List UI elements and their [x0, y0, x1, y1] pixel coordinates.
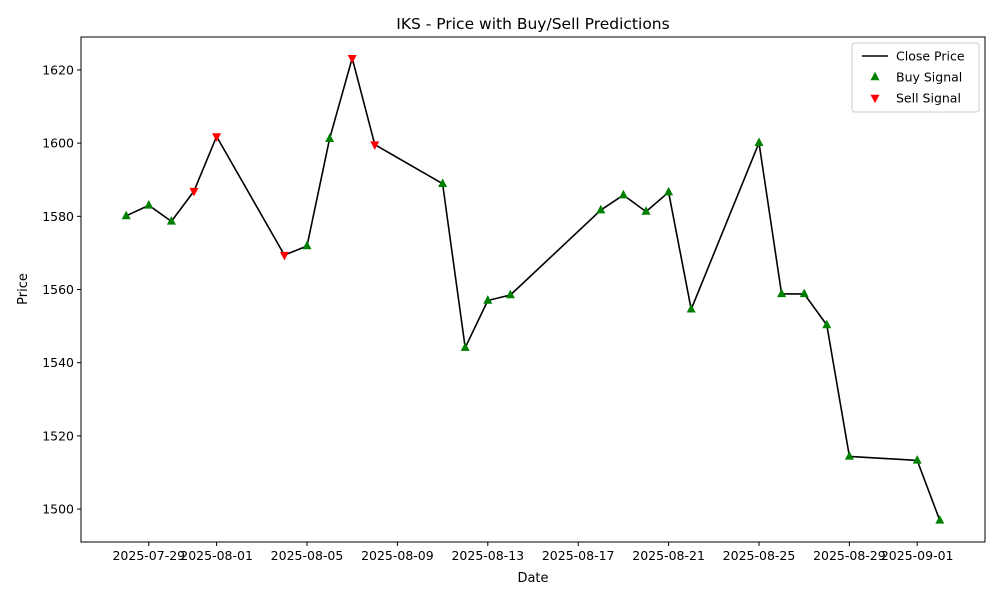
x-tick-label: 2025-08-01: [180, 548, 253, 563]
x-axis-label: Date: [517, 571, 548, 586]
buy-signal-marker: [686, 303, 696, 313]
sell-signal-marker: [189, 187, 199, 197]
y-tick-label: 1560: [42, 282, 74, 297]
legend-label: Close Price: [896, 49, 965, 64]
legend-label: Sell Signal: [896, 91, 961, 106]
buy-signal-marker: [483, 295, 493, 304]
buy-signal-marker: [302, 240, 312, 250]
buy-signal-marker: [505, 289, 515, 299]
buy-signal-marker: [121, 210, 131, 220]
plot-area: [81, 37, 985, 542]
buy-signal-marker: [935, 515, 945, 524]
buy-signal-marker: [438, 178, 448, 187]
x-tick-label: 2025-09-01: [881, 548, 954, 563]
legend-label: Buy Signal: [896, 70, 962, 85]
buy-signal-marker: [166, 216, 176, 225]
y-tick-label: 1600: [42, 136, 74, 151]
x-tick-label: 2025-08-25: [723, 548, 796, 563]
buy-signal-marker: [144, 200, 154, 209]
buy-signal-marker: [844, 451, 854, 460]
y-tick-label: 1620: [42, 62, 74, 77]
x-tick-label: 2025-08-17: [542, 548, 615, 563]
y-tick-label: 1520: [42, 428, 74, 443]
buy-signal-marker: [799, 288, 809, 298]
buy-signal-marker: [777, 288, 787, 298]
close-price-line: [125, 57, 941, 521]
buy-signal-marker: [664, 186, 674, 196]
x-tick-label: 2025-07-29: [112, 548, 185, 563]
chart-title: IKS - Price with Buy/Sell Predictions: [396, 15, 669, 33]
buy-signal-marker: [460, 342, 470, 351]
legend-sell-signal-swatch: [870, 94, 880, 104]
buy-signal-marker: [822, 319, 832, 329]
y-axis-label: Price: [16, 273, 31, 305]
x-tick-label: 2025-08-29: [813, 548, 886, 563]
x-tick-label: 2025-08-09: [361, 548, 434, 563]
sell-signal-marker: [347, 54, 357, 64]
x-tick-label: 2025-08-21: [632, 548, 705, 563]
sell-signal-marker: [370, 141, 380, 150]
y-axis-ticks: 1500 1520 1540 1560 1580 1600 1620: [42, 62, 81, 517]
x-tick-label: 2025-08-13: [451, 548, 524, 563]
buy-signal-marker: [618, 189, 628, 199]
legend-buy-signal-swatch: [870, 71, 880, 81]
buy-signal-marker: [641, 206, 651, 215]
y-tick-label: 1500: [42, 502, 74, 517]
buy-signal-marker: [325, 133, 335, 142]
x-tick-label: 2025-08-05: [271, 548, 344, 563]
buy-signal-marker: [596, 204, 606, 214]
legend-box: [851, 42, 980, 113]
buy-signal-marker: [754, 137, 764, 147]
buy-signal-marker: [912, 455, 922, 464]
sell-signal-marker: [212, 133, 222, 142]
y-tick-label: 1580: [42, 209, 74, 224]
sell-signal-marker: [279, 251, 289, 261]
y-tick-label: 1540: [42, 355, 74, 370]
legend: Close Price Buy Signal Sell Signal: [851, 42, 980, 113]
chart-marks: [121, 54, 945, 524]
